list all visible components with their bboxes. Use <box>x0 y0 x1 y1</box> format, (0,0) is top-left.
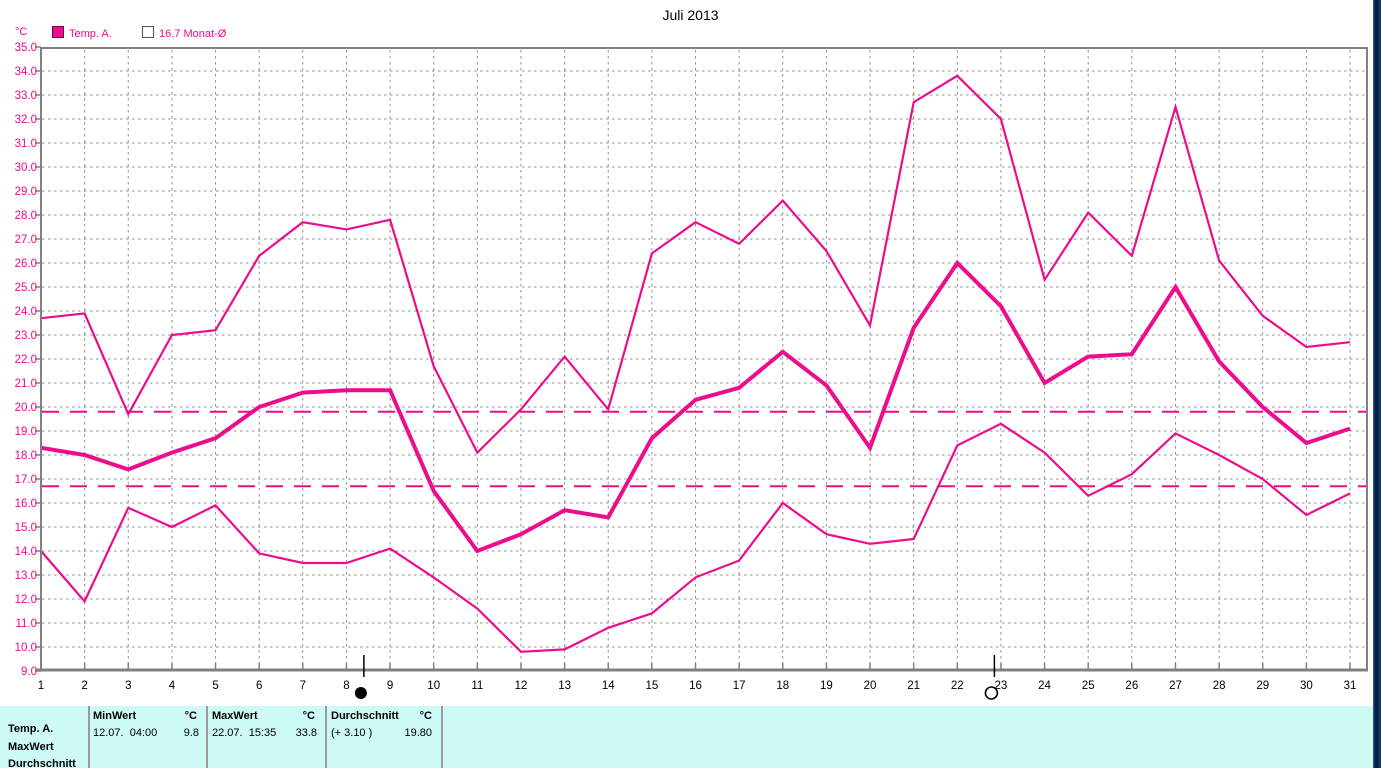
x-tick-label: 17 <box>733 680 746 692</box>
x-tick-label: 6 <box>256 680 262 692</box>
y-tick-label: 24.0 <box>15 306 37 318</box>
x-tick-label: 8 <box>343 680 349 692</box>
y-tick-label: 14.0 <box>15 546 37 558</box>
maxwert-number: 33.8 <box>295 727 317 739</box>
x-tick-label: 7 <box>300 680 306 692</box>
legend-item-temp: Temp. A. <box>52 26 112 40</box>
y-tick-label: 33.0 <box>15 90 37 102</box>
statistics-table <box>0 706 1373 768</box>
x-tick-label: 2 <box>81 680 87 692</box>
y-tick-label: 9.0 <box>21 666 37 678</box>
x-tick-label: 30 <box>1300 680 1313 692</box>
x-tick-label: 24 <box>1038 680 1051 692</box>
series-avg-line <box>40 259 1351 554</box>
x-tick-label: 26 <box>1125 680 1138 692</box>
y-tick-label: 29.0 <box>15 186 37 198</box>
y-tick-label: 28.0 <box>15 210 37 222</box>
y-tick-label: 27.0 <box>15 234 37 246</box>
y-tick-label: 10.0 <box>15 642 37 654</box>
y-tick-label: 35.0 <box>15 42 37 54</box>
page-title: Juli 2013 <box>662 7 719 23</box>
series-min-line <box>40 422 1351 653</box>
x-tick-label: 13 <box>558 680 571 692</box>
y-tick-label: 25.0 <box>15 282 37 294</box>
table-column-divider <box>441 706 443 768</box>
temp-series-swatch-icon <box>52 26 64 38</box>
x-tick-label: 21 <box>907 680 920 692</box>
minwert-header: MinWert <box>93 710 137 722</box>
maxwert-value: 22.07. 15:35 <box>212 727 277 739</box>
x-tick-label: 28 <box>1213 680 1226 692</box>
series-max-line <box>40 74 1351 455</box>
y-tick-label: 17.0 <box>15 474 37 486</box>
y-tick-label: 30.0 <box>15 162 37 174</box>
maxwert-header: MaxWert <box>212 710 258 722</box>
table-row-label: Temp. A. <box>8 723 54 735</box>
durchschnitt-value: (+ 3.10 ) <box>331 727 373 739</box>
table-column-divider <box>206 706 208 768</box>
y-tick-label: 11.0 <box>15 618 37 630</box>
y-tick-label: 32.0 <box>15 114 37 126</box>
y-tick-label: 21.0 <box>15 378 37 390</box>
y-tick-label: 18.0 <box>15 450 37 462</box>
maxwert-unit: °C <box>302 710 315 722</box>
x-tick-label: 9 <box>387 680 393 692</box>
minwert-value: 12.07. 04:00 <box>93 727 158 739</box>
x-tick-label: 18 <box>776 680 789 692</box>
x-tick-label: 4 <box>169 680 176 692</box>
x-tick-label: 25 <box>1082 680 1095 692</box>
x-tick-label: 5 <box>212 680 218 692</box>
table-column-divider <box>325 706 327 768</box>
durchschnitt-unit: °C <box>419 710 432 722</box>
durchschnitt-header: Durchschnitt <box>331 710 399 722</box>
x-tick-label: 11 <box>471 680 483 692</box>
x-tick-label: 29 <box>1256 680 1269 692</box>
legend-label-month-average: 16.7 Monat-Ø <box>159 28 227 40</box>
y-tick-label: 19.0 <box>15 426 37 438</box>
x-tick-label: 1 <box>38 680 44 692</box>
durchschnitt-number: 19.80 <box>404 727 432 739</box>
x-tick-label: 27 <box>1169 680 1182 692</box>
x-tick-label: 23 <box>995 680 1008 692</box>
y-tick-label: 34.0 <box>15 66 37 78</box>
x-tick-label: 16 <box>689 680 702 692</box>
minwert-unit: °C <box>184 710 197 722</box>
x-tick-label: 12 <box>515 680 528 692</box>
window-edge-strip <box>1373 0 1381 768</box>
y-tick-label: 31.0 <box>15 138 37 150</box>
full-moon-marker-icon <box>984 686 999 700</box>
minwert-number: 9.8 <box>183 727 199 739</box>
table-row-label: Durchschnitt <box>8 758 76 768</box>
x-tick-label: 15 <box>645 680 658 692</box>
month-average-swatch-icon <box>142 26 154 38</box>
y-tick-label: 13.0 <box>15 570 37 582</box>
x-tick-label: 3 <box>125 680 131 692</box>
table-column-divider <box>88 706 90 768</box>
x-tick-label: 20 <box>864 680 877 692</box>
y-tick-label: 23.0 <box>15 330 37 342</box>
legend-label-temp: Temp. A. <box>69 28 112 40</box>
y-tick-label: 12.0 <box>15 594 37 606</box>
table-row-label: MaxWert <box>8 741 54 753</box>
legend-item-month-average: 16.7 Monat-Ø <box>142 26 227 40</box>
x-tick-label: 31 <box>1344 680 1357 692</box>
y-tick-label: 20.0 <box>15 402 37 414</box>
x-tick-label: 14 <box>602 680 615 692</box>
x-tick-label: 19 <box>820 680 833 692</box>
new-moon-marker-icon <box>354 687 367 699</box>
x-tick-label: 22 <box>951 680 964 692</box>
y-tick-label: 22.0 <box>15 354 37 366</box>
x-tick-label: 10 <box>427 680 440 692</box>
y-tick-label: 15.0 <box>15 522 37 534</box>
y-axis-unit-label: °C <box>15 26 28 38</box>
y-tick-label: 26.0 <box>15 258 37 270</box>
y-tick-label: 16.0 <box>15 498 37 510</box>
